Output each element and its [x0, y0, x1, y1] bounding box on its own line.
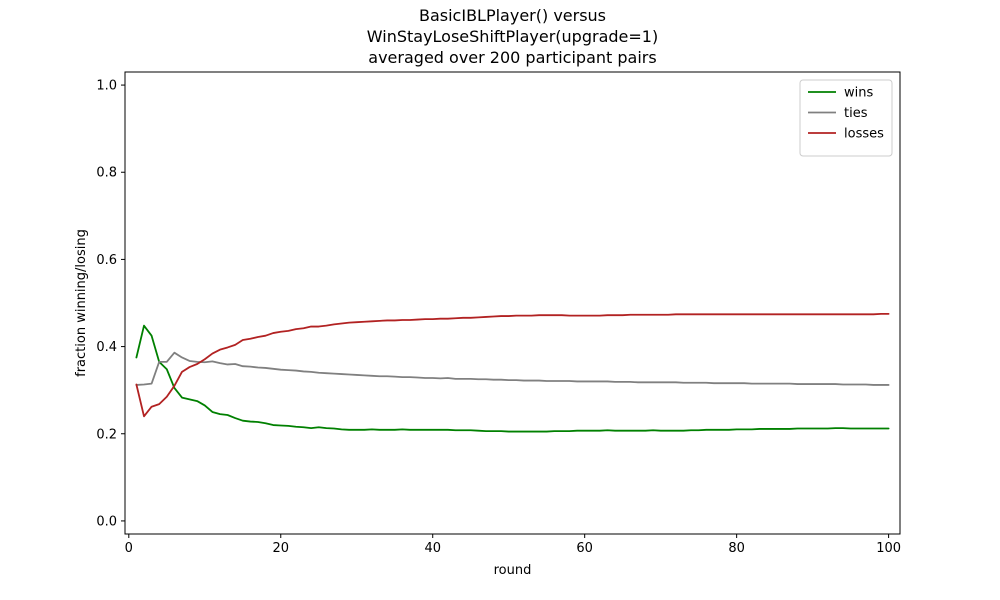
y-tick-label: 0.2: [96, 427, 117, 442]
x-tick-label: 80: [728, 541, 745, 556]
series-lines: [135, 312, 890, 433]
y-tick-label: 0.8: [96, 166, 117, 181]
legend: wins ties losses: [799, 79, 893, 157]
y-axis-label: fraction winning/losing: [74, 229, 89, 377]
series-line-wins: [135, 324, 890, 433]
series-line-losses: [135, 312, 890, 418]
chart-title-line: averaged over 200 participant pairs: [368, 48, 656, 67]
x-tick-label: 100: [876, 541, 901, 556]
y-tick-label: 1.0: [96, 79, 117, 94]
x-tick-label: 60: [576, 541, 593, 556]
y-tick-label: 0.6: [96, 253, 117, 268]
y-tick-label: 0.0: [96, 514, 117, 529]
chart-title: BasicIBLPlayer() versus WinStayLoseShiftP…: [367, 6, 658, 67]
legend-box: [799, 79, 893, 157]
legend-label-wins: wins: [844, 86, 873, 101]
x-tick-label: 20: [272, 541, 289, 556]
x-tick-label: 40: [424, 541, 441, 556]
series-line-ties: [135, 351, 890, 386]
legend-label-losses: losses: [844, 127, 884, 142]
y-axis: 0.0 0.2 0.4 0.6 0.8 1.0: [96, 79, 125, 529]
chart-title-line: BasicIBLPlayer() versus: [419, 6, 606, 25]
x-tick-label: 0: [125, 541, 133, 556]
chart-title-line: WinStayLoseShiftPlayer(upgrade=1): [367, 27, 658, 46]
legend-label-ties: ties: [844, 106, 868, 121]
plot-frame: [124, 71, 901, 535]
y-tick-label: 0.4: [96, 340, 117, 355]
x-axis: 0 20 40 60 80 100: [125, 534, 901, 556]
x-axis-label: round: [494, 563, 532, 578]
plot-area: [124, 71, 901, 535]
